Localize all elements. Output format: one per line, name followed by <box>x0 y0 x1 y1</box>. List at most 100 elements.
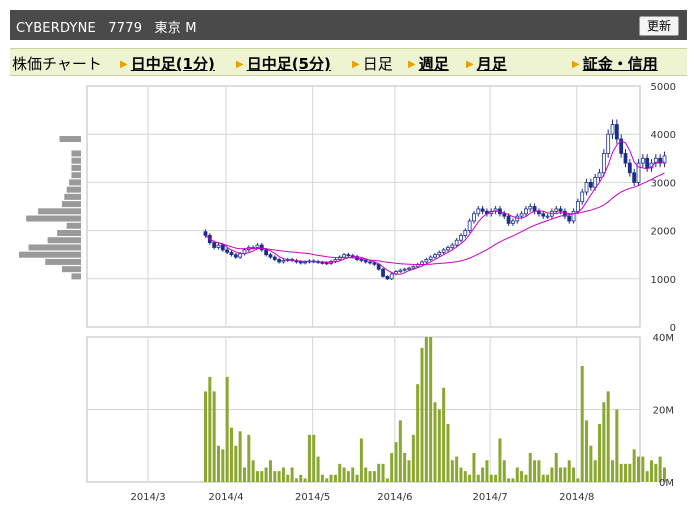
candle-up <box>411 266 416 269</box>
tab-intraday-5min[interactable]: ▶ 日中足(5分) <box>236 55 331 73</box>
candle-up <box>255 244 260 248</box>
volume-bar <box>359 438 363 482</box>
candle-up <box>446 247 450 251</box>
candle-down <box>298 261 303 264</box>
tab-intraday-1min[interactable]: ▶ 日中足(1分) <box>120 55 215 73</box>
volume-bar <box>619 463 623 482</box>
volume-bar <box>533 460 537 482</box>
tab-margin-credit[interactable]: ▶ 証金・信用 <box>572 55 658 73</box>
candle-down <box>480 208 485 212</box>
volume-bar <box>420 347 424 482</box>
volume-bar <box>442 387 446 482</box>
volume-bars <box>204 337 666 482</box>
volume-bar <box>212 391 216 482</box>
candle-up <box>640 157 645 164</box>
candle-down <box>541 213 546 217</box>
volume-bar <box>385 478 389 482</box>
candle-up <box>433 254 437 258</box>
candle-up <box>545 215 550 218</box>
x-tick-label: 2014/6 <box>377 492 412 503</box>
candle-down <box>372 262 377 265</box>
volume-profile <box>19 136 82 280</box>
candle-up <box>511 220 515 224</box>
candle-up <box>281 260 286 263</box>
volume-bar <box>234 445 238 482</box>
volume-bar <box>424 337 428 482</box>
candle-down <box>225 249 230 253</box>
tab-monthly[interactable]: ▶ 月足 <box>466 55 507 73</box>
volume-bar <box>515 467 519 482</box>
volume-bar <box>489 474 493 482</box>
candle-up <box>472 213 476 222</box>
volume-bar <box>589 445 593 482</box>
candle-down <box>385 275 390 280</box>
candle-down <box>363 260 368 263</box>
volume-bar <box>255 471 259 482</box>
volume-bar <box>377 463 381 482</box>
volume-profile-bar <box>71 157 81 164</box>
tab-weekly[interactable]: ▶ 週足 <box>408 55 449 73</box>
volume-bar <box>524 474 528 482</box>
refresh-button[interactable]: 更新 <box>638 16 679 36</box>
price-tick-label: 1000 <box>651 275 676 286</box>
volume-bar <box>662 467 666 482</box>
volume-bar <box>520 471 524 482</box>
price-tick-label: 3000 <box>651 178 676 189</box>
volume-bar <box>286 474 290 482</box>
volume-profile-bar <box>71 150 81 157</box>
candlesticks <box>203 119 667 281</box>
volume-bar <box>502 460 506 482</box>
volume-bar <box>320 474 324 482</box>
candle-up <box>580 191 585 203</box>
volume-bar <box>611 460 615 482</box>
volume-profile-bar <box>71 172 81 179</box>
candle-down <box>614 124 619 140</box>
volume-bar <box>450 460 454 482</box>
x-tick-label: 2014/4 <box>208 492 243 503</box>
candle-down <box>272 256 277 260</box>
candle-down <box>212 242 217 248</box>
volume-tick-label: 40M <box>653 333 674 344</box>
volume-bar <box>303 478 307 482</box>
volume-bar <box>494 474 498 482</box>
stock-name: CYBERDYNE <box>16 21 96 36</box>
volume-bar <box>238 431 242 482</box>
volume-bar <box>649 460 653 482</box>
candle-down <box>567 215 572 222</box>
volume-profile-bar <box>64 193 81 200</box>
candle-down <box>532 206 537 212</box>
candle-up <box>389 273 394 280</box>
candle-up <box>441 249 446 253</box>
volume-bar <box>333 474 337 482</box>
tab-arrow-icon: ▶ <box>236 59 244 70</box>
volume-profile-bar <box>59 136 81 143</box>
volume-bar <box>585 420 589 482</box>
volume-profile-bar <box>71 164 81 171</box>
volume-bar <box>628 463 632 482</box>
volume-bar <box>342 467 346 482</box>
volume-bar <box>559 467 563 482</box>
candle-down <box>259 244 264 251</box>
volume-bar <box>307 434 311 482</box>
volume-bar <box>394 442 398 482</box>
volume-bar <box>329 474 333 482</box>
volume-bar <box>372 471 376 482</box>
candle-up <box>450 244 455 248</box>
candle-up <box>493 208 498 212</box>
tab-arrow-icon: ▶ <box>120 59 128 70</box>
tab-arrow-icon: ▶ <box>352 59 360 70</box>
volume-profile-bar <box>57 230 81 237</box>
candle-down <box>324 262 329 265</box>
volume-bar <box>204 391 207 482</box>
x-tick-label: 2014/3 <box>130 492 165 503</box>
candle-down <box>229 251 234 256</box>
candle-down <box>277 259 282 263</box>
candle-up <box>407 267 411 270</box>
volume-bar <box>390 453 394 482</box>
candle-up <box>437 251 442 256</box>
volume-bar <box>576 478 580 482</box>
volume-bar <box>567 460 571 482</box>
candle-down <box>623 153 628 164</box>
volume-bar <box>602 402 606 482</box>
candle-up <box>528 206 533 210</box>
